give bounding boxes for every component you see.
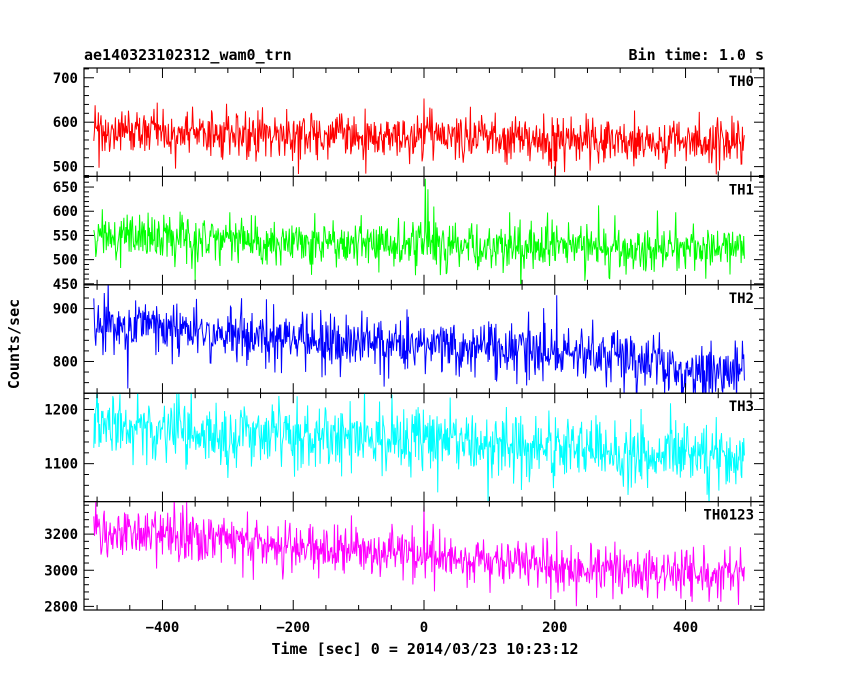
x-tick-label: −400 [146, 620, 180, 636]
y-tick-label: 800 [53, 354, 78, 370]
x-tick-label: 400 [673, 620, 698, 636]
y-tick-label: 600 [53, 115, 78, 131]
y-tick-label: 500 [53, 253, 78, 269]
panel-th1: 450 500 550 600 650 TH1 [53, 175, 765, 293]
bin-time-label: Bin time: 1.0 s [629, 46, 764, 64]
series-label-th1: TH1 [729, 182, 754, 198]
panel-th0: 500 600 700 TH0 [53, 67, 765, 178]
x-tick-label: 200 [542, 620, 567, 636]
x-tick-label: −200 [276, 620, 310, 636]
y-tick-label: 700 [53, 71, 78, 87]
panels: 500 600 700 TH0 450 500 550 600 650 TH1 800 900 TH2 1… [44, 67, 765, 615]
chart-title: ae140323102312_wam0_trn [84, 46, 292, 64]
series-label-th0: TH0 [729, 74, 754, 90]
series-line-th0 [93, 98, 745, 177]
y-tick-label: 550 [53, 228, 78, 244]
y-tick-label: 650 [53, 180, 78, 196]
series-line-th2 [93, 284, 745, 394]
y-tick-label: 1200 [44, 402, 78, 418]
panel-th3: 1100 1200 TH3 [44, 392, 765, 503]
series-label-th3: TH3 [729, 399, 754, 415]
y-tick-label: 2800 [44, 599, 78, 615]
series-line-th1 [93, 178, 745, 285]
series-line-th3 [93, 393, 745, 502]
y-tick-label: 1100 [44, 457, 78, 473]
panel-th0123: 2800 3000 3200 TH0123 [44, 501, 765, 615]
x-axis: −400 −200 0 200 400 [146, 620, 699, 636]
series-line-th0123 [93, 501, 745, 607]
x-tick-label: 0 [420, 620, 428, 636]
series-label-th2: TH2 [729, 291, 754, 307]
y-tick-label: 600 [53, 204, 78, 220]
y-tick-label: 900 [53, 302, 78, 318]
y-tick-label: 3200 [44, 527, 78, 543]
y-axis-label: Counts/sec [5, 299, 23, 389]
y-tick-label: 3000 [44, 563, 78, 579]
y-tick-label: 450 [53, 277, 78, 293]
series-label-th0123: TH0123 [703, 508, 754, 524]
y-tick-label: 500 [53, 160, 78, 176]
x-axis-label: Time [sec] 0 = 2014/03/23 10:23:12 [271, 640, 578, 658]
